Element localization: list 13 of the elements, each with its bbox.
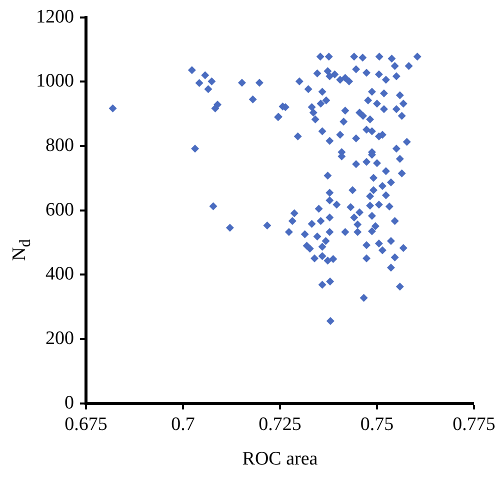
y-tick-label: 1000 — [36, 70, 74, 92]
x-tick-label: 0.675 — [64, 414, 108, 435]
x-axis-title: ROC area — [242, 448, 318, 470]
x-tick-label: 0.775 — [452, 414, 496, 435]
x-tick-label: 0.75 — [360, 414, 394, 435]
y-tick-label: 800 — [46, 135, 74, 156]
x-tick-label: 0.7 — [171, 414, 195, 435]
x-tick-label: 0.725 — [258, 414, 302, 435]
y-tick-label: 400 — [46, 264, 74, 285]
y-tick-label: 200 — [46, 328, 74, 350]
y-tick-label: 0 — [64, 392, 74, 414]
y-tick-label: 1200 — [36, 6, 74, 28]
y-tick-label: 600 — [46, 199, 74, 220]
